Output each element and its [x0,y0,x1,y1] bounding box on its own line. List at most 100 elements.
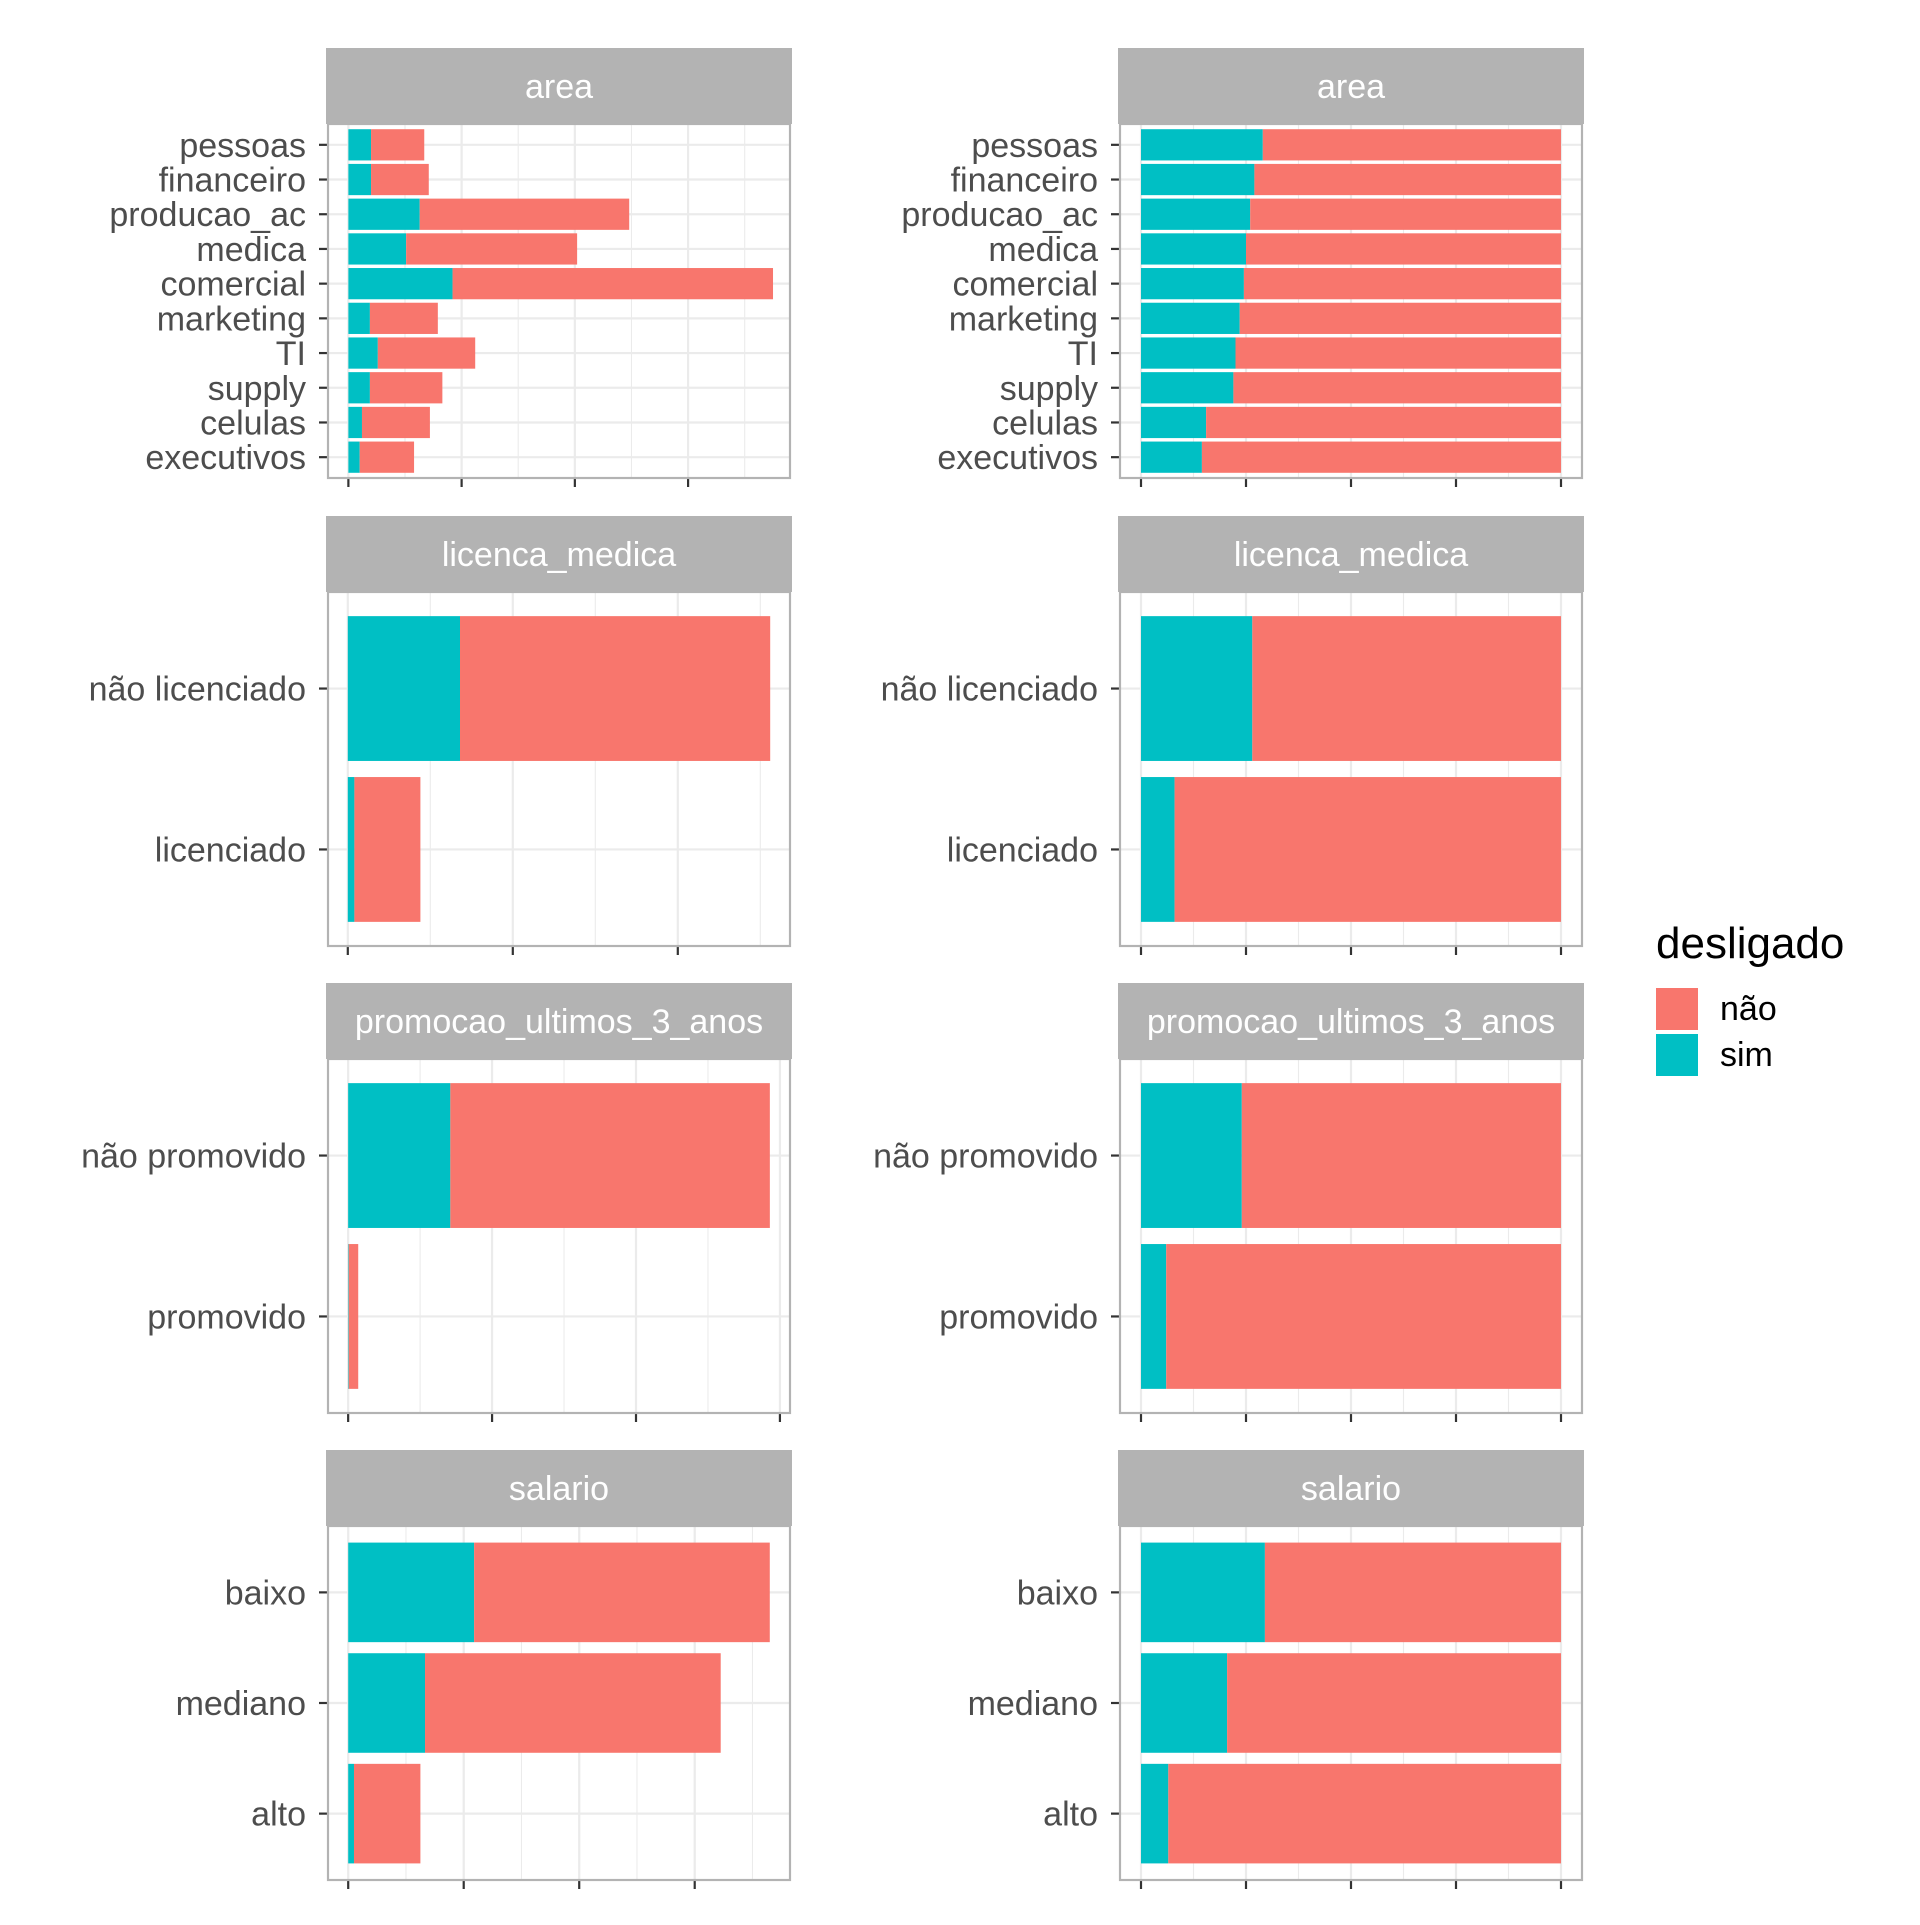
y-tick-label: alto [251,1796,306,1834]
bar-segment-nao [1262,129,1561,161]
y-tick-label: não promovido [873,1138,1098,1176]
facet-strip [326,983,792,1059]
panel-border [326,590,792,948]
y-tick-label: producao_ac [109,196,306,234]
facet-strip [1118,48,1584,124]
bar-segment-nao [1246,233,1561,265]
y-tick-label: não licenciado [881,671,1098,709]
facet-strip-label: area [525,68,593,106]
facet-strip [1118,1450,1584,1526]
bar-segment-nao [474,1542,770,1643]
facet-strip-label: area [1317,68,1385,106]
bar-segment-nao [1264,1542,1561,1643]
y-tick-label: financeiro [951,162,1098,200]
bar-segment-sim [348,1763,354,1864]
panel-border [326,122,792,480]
facet-strip-label: promocao_ultimos_3_anos [1147,1003,1555,1041]
bar-segment-nao [1243,268,1561,300]
bar-segment-nao [1166,1244,1561,1389]
facet-strip [1118,516,1584,592]
y-tick-label: celulas [200,404,306,442]
bar-segment-nao [371,129,425,161]
bar-segment-sim [1141,233,1246,265]
bar-segment-nao [450,1083,770,1228]
y-tick-label: não promovido [81,1138,306,1176]
bar-segment-nao [371,163,429,196]
bar-segment-sim [348,441,360,473]
panel-promocao_ultimos_3_anos-proportion: promocao_ultimos_3_anos não promovido prom… [873,983,1584,1422]
bar-segment-sim [347,777,355,922]
bar-segment-sim [348,406,362,439]
bar-segment-nao [1254,163,1561,196]
bar-segment-nao [1233,372,1561,404]
bar-segment-sim [1141,1653,1228,1753]
panel-licenca_medica-count: licenca_medica não licenciado licenciado [89,516,792,955]
bar-segment-sim [348,1653,426,1753]
bar-segment-nao [1227,1653,1561,1753]
bar-segment-sim [1141,163,1255,196]
bar-segment-nao [354,777,421,922]
bar-segment-sim [1141,406,1207,439]
facet-strip-label: promocao_ultimos_3_anos [355,1003,763,1041]
y-tick-label: baixo [1017,1574,1098,1612]
bar-segment-nao [353,1763,421,1864]
y-tick-label: pessoas [179,127,306,165]
bar-segment-sim [1141,1763,1169,1864]
bar-segment-nao [377,337,476,369]
bar-segment-sim [348,302,370,334]
y-tick-label: medica [196,231,306,269]
bar-segment-nao [419,198,630,230]
bar-segment-sim [1141,268,1244,300]
bar-segment-nao [1201,441,1561,473]
panel-border [1118,1057,1584,1415]
facet-strip-label: salario [509,1470,609,1508]
y-tick-label: comercial [953,266,1098,304]
facet-strip [326,48,792,124]
y-tick-label: alto [1043,1796,1098,1834]
y-tick-label: promovido [939,1298,1098,1336]
bar-segment-sim [348,1542,475,1643]
bar-segment-nao [1174,777,1561,922]
bar-segment-sim [1141,1083,1242,1228]
legend-label: sim [1720,1036,1773,1074]
bar-segment-nao [1252,616,1561,761]
y-tick-label: TI [1068,335,1098,373]
bar-segment-sim [348,233,407,265]
bar-segment-sim [1141,198,1251,230]
y-tick-label: comercial [161,266,306,304]
y-tick-label: marketing [157,300,306,338]
y-tick-label: baixo [225,1574,306,1612]
panel-border [326,1057,792,1415]
bar-segment-sim [1141,441,1202,473]
panel-border [1118,122,1584,480]
y-tick-label: licenciado [155,831,306,869]
legend: desligado não sim [1656,919,1844,1076]
facet-strip-label: licenca_medica [1234,536,1468,574]
y-tick-label: promovido [147,1298,306,1336]
panel-licenca_medica-proportion: licenca_medica não licenciado licenciado [881,516,1584,955]
bar-segment-nao [359,441,415,473]
legend-label: não [1720,990,1777,1028]
y-tick-label: mediano [968,1685,1098,1723]
bar-segment-sim [348,372,370,404]
panel-area-proportion: area pessoasfinanceiroproducao_acmedicaco… [901,48,1584,487]
bar-segment-sim [348,337,378,369]
y-tick-label: financeiro [159,162,306,200]
y-tick-label: celulas [992,404,1098,442]
y-tick-label: medica [988,231,1098,269]
y-tick-label: executivos [937,439,1098,477]
bar-segment-nao [348,1244,359,1389]
legend-key-sim [1656,1034,1698,1076]
facet-strip [326,516,792,592]
y-tick-label: licenciado [947,831,1098,869]
y-tick-label: marketing [949,300,1098,338]
panel-salario-count: salario baixo mediano alto [176,1450,792,1889]
y-tick-label: não licenciado [89,671,306,709]
bar-segment-sim [348,129,372,161]
y-tick-label: executivos [145,439,306,477]
bar-segment-nao [1168,1763,1561,1864]
legend-key-nao [1656,988,1698,1030]
bar-segment-sim [1141,302,1240,334]
